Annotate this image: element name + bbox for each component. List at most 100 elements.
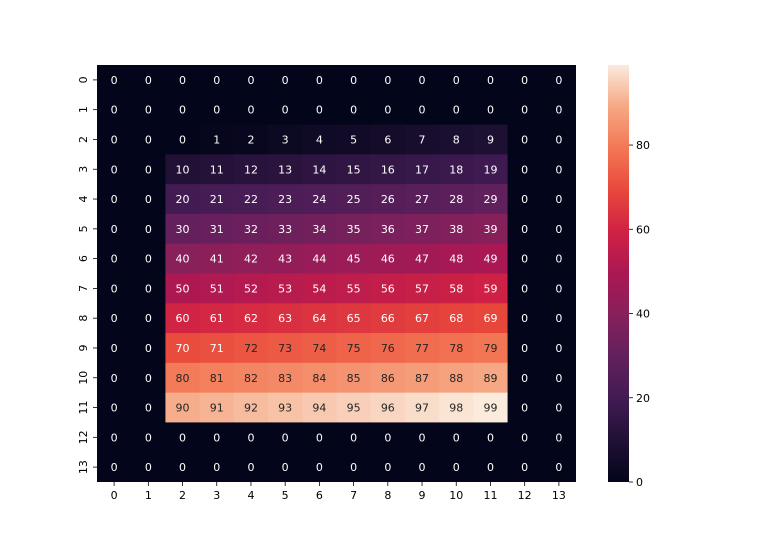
cell-value-label: 0 bbox=[145, 342, 152, 355]
cell-value-label: 0 bbox=[145, 312, 152, 325]
cell-value-label: 0 bbox=[111, 74, 118, 87]
heatmap-cell bbox=[165, 273, 201, 304]
cell-value-label: 0 bbox=[282, 74, 289, 87]
heatmap-cell bbox=[199, 273, 235, 304]
cell-value-label: 56 bbox=[381, 282, 395, 295]
cell-value-label: 0 bbox=[179, 74, 186, 87]
y-tick-label: 9 bbox=[77, 344, 90, 351]
cell-value-label: 0 bbox=[453, 104, 460, 117]
heatmap-cell bbox=[541, 65, 576, 96]
cell-value-label: 0 bbox=[145, 74, 152, 87]
cell-value-label: 60 bbox=[176, 312, 190, 325]
cell-value-label: 68 bbox=[449, 312, 463, 325]
cell-value-label: 0 bbox=[350, 461, 357, 474]
heatmap-cell bbox=[473, 154, 509, 185]
cell-value-label: 0 bbox=[282, 431, 289, 444]
heatmap-cell bbox=[507, 303, 543, 334]
y-tick-label: 10 bbox=[77, 371, 90, 385]
cell-value-label: 73 bbox=[278, 342, 292, 355]
cell-value-label: 0 bbox=[384, 104, 391, 117]
cell-value-label: 74 bbox=[312, 342, 326, 355]
cell-value-label: 17 bbox=[415, 163, 429, 176]
heatmap-cell bbox=[473, 452, 509, 482]
heatmap-cell bbox=[507, 124, 543, 155]
heatmap-cell bbox=[404, 273, 440, 304]
x-tick-label: 9 bbox=[419, 489, 426, 502]
heatmap-cell bbox=[131, 154, 167, 185]
heatmap-cell bbox=[541, 422, 576, 453]
cell-value-label: 0 bbox=[487, 461, 494, 474]
heatmap-cell bbox=[233, 333, 269, 364]
heatmap-cell bbox=[268, 184, 303, 215]
heatmap-cell bbox=[507, 422, 543, 453]
cell-value-label: 28 bbox=[449, 193, 463, 206]
cell-value-label: 63 bbox=[278, 312, 292, 325]
x-tick-label: 13 bbox=[552, 489, 566, 502]
cell-value-label: 23 bbox=[278, 193, 292, 206]
heatmap-cell bbox=[268, 422, 303, 453]
heatmap-cell bbox=[370, 94, 406, 126]
cell-value-label: 0 bbox=[453, 431, 460, 444]
heatmap-cell bbox=[233, 392, 269, 424]
heatmap-cell bbox=[370, 422, 406, 453]
heatmap-cell bbox=[199, 422, 235, 453]
cell-value-label: 0 bbox=[145, 431, 152, 444]
heatmap-cell bbox=[97, 273, 132, 304]
heatmap-cell bbox=[199, 333, 235, 364]
heatmap-cell bbox=[233, 213, 269, 245]
heatmap-cell bbox=[336, 94, 372, 126]
heatmap-cell bbox=[541, 243, 576, 275]
heatmap-cell bbox=[233, 303, 269, 334]
heatmap-cell bbox=[131, 124, 167, 155]
cell-value-label: 0 bbox=[247, 461, 254, 474]
cell-value-label: 78 bbox=[449, 342, 463, 355]
heatmap-cell bbox=[233, 362, 269, 394]
cell-value-label: 94 bbox=[312, 402, 326, 415]
heatmap-cell bbox=[233, 124, 269, 155]
cell-value-label: 88 bbox=[449, 372, 463, 385]
heatmap-cell bbox=[97, 124, 132, 155]
cell-value-label: 0 bbox=[419, 104, 426, 117]
heatmap-cell bbox=[233, 154, 269, 185]
heatmap-cell bbox=[370, 65, 406, 96]
cell-value-label: 98 bbox=[449, 402, 463, 415]
cell-value-label: 90 bbox=[176, 402, 190, 415]
heatmap-cell bbox=[404, 124, 440, 155]
heatmap-cell bbox=[165, 362, 201, 394]
x-tick-label: 8 bbox=[384, 489, 391, 502]
cell-value-label: 0 bbox=[111, 253, 118, 266]
heatmap-cell bbox=[302, 362, 338, 394]
heatmap-cell bbox=[302, 124, 338, 155]
cell-value-label: 70 bbox=[176, 342, 190, 355]
cell-value-label: 82 bbox=[244, 372, 258, 385]
cell-value-label: 34 bbox=[312, 223, 326, 236]
cell-value-label: 0 bbox=[111, 133, 118, 146]
heatmap-cell bbox=[370, 333, 406, 364]
heatmap-cell bbox=[404, 213, 440, 245]
heatmap-cell bbox=[370, 362, 406, 394]
heatmap-cell bbox=[233, 184, 269, 215]
cell-value-label: 0 bbox=[111, 372, 118, 385]
heatmap-cell bbox=[439, 243, 474, 275]
cell-value-label: 0 bbox=[213, 74, 220, 87]
heatmap-cell bbox=[507, 452, 543, 482]
y-tick-label: 6 bbox=[77, 255, 90, 262]
heatmap-cell bbox=[199, 94, 235, 126]
heatmap-cell bbox=[404, 243, 440, 275]
cell-value-label: 0 bbox=[521, 193, 528, 206]
cell-value-label: 0 bbox=[179, 461, 186, 474]
cell-value-label: 97 bbox=[415, 402, 429, 415]
heatmap-cell bbox=[370, 273, 406, 304]
heatmap-cell bbox=[439, 124, 474, 155]
heatmap-cell bbox=[404, 392, 440, 424]
heatmap-cell bbox=[404, 184, 440, 215]
cell-value-label: 22 bbox=[244, 193, 258, 206]
heatmap-cell bbox=[302, 452, 338, 482]
heatmap-cell bbox=[131, 392, 167, 424]
cell-value-label: 95 bbox=[347, 402, 361, 415]
heatmap-cell bbox=[541, 333, 576, 364]
colorbar-tick-label: 0 bbox=[636, 476, 643, 489]
heatmap-cell bbox=[268, 154, 303, 185]
